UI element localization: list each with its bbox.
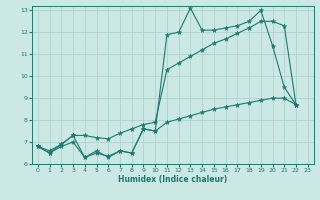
X-axis label: Humidex (Indice chaleur): Humidex (Indice chaleur) xyxy=(118,175,228,184)
